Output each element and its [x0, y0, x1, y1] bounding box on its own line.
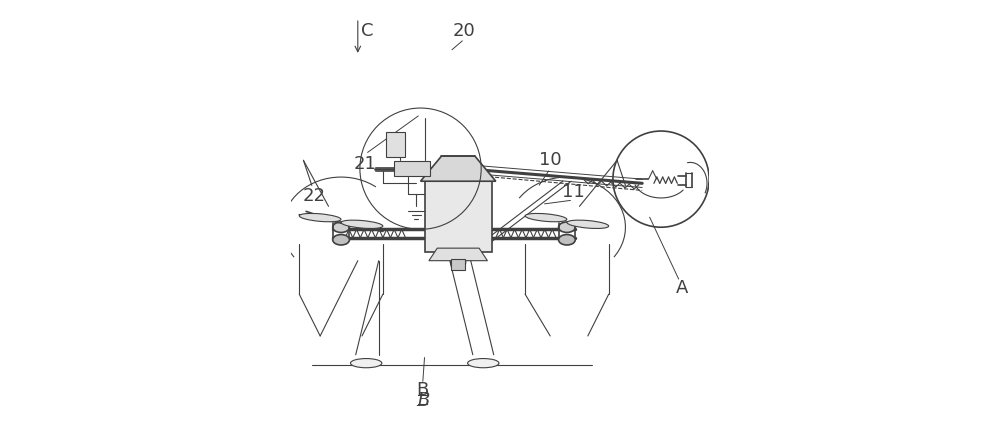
Ellipse shape — [451, 258, 465, 268]
Ellipse shape — [559, 234, 575, 245]
Ellipse shape — [341, 220, 383, 229]
Ellipse shape — [350, 359, 382, 368]
FancyBboxPatch shape — [394, 161, 430, 176]
FancyArrowPatch shape — [306, 211, 338, 222]
Ellipse shape — [299, 213, 341, 222]
Ellipse shape — [567, 220, 609, 229]
Text: 10: 10 — [539, 151, 561, 169]
Text: 22: 22 — [302, 187, 325, 205]
Text: A: A — [676, 279, 688, 297]
Ellipse shape — [525, 213, 567, 222]
Text: B: B — [416, 392, 429, 410]
Ellipse shape — [333, 234, 349, 245]
Ellipse shape — [333, 222, 349, 232]
FancyBboxPatch shape — [425, 177, 492, 252]
Text: B: B — [417, 381, 429, 400]
Ellipse shape — [559, 222, 575, 232]
FancyBboxPatch shape — [386, 132, 405, 157]
FancyBboxPatch shape — [451, 259, 465, 270]
Polygon shape — [429, 248, 487, 261]
Text: 20: 20 — [453, 21, 476, 40]
Polygon shape — [421, 156, 496, 181]
Text: 11: 11 — [562, 183, 585, 201]
Ellipse shape — [468, 359, 499, 368]
Text: C: C — [361, 21, 374, 40]
Text: 21: 21 — [354, 155, 377, 173]
